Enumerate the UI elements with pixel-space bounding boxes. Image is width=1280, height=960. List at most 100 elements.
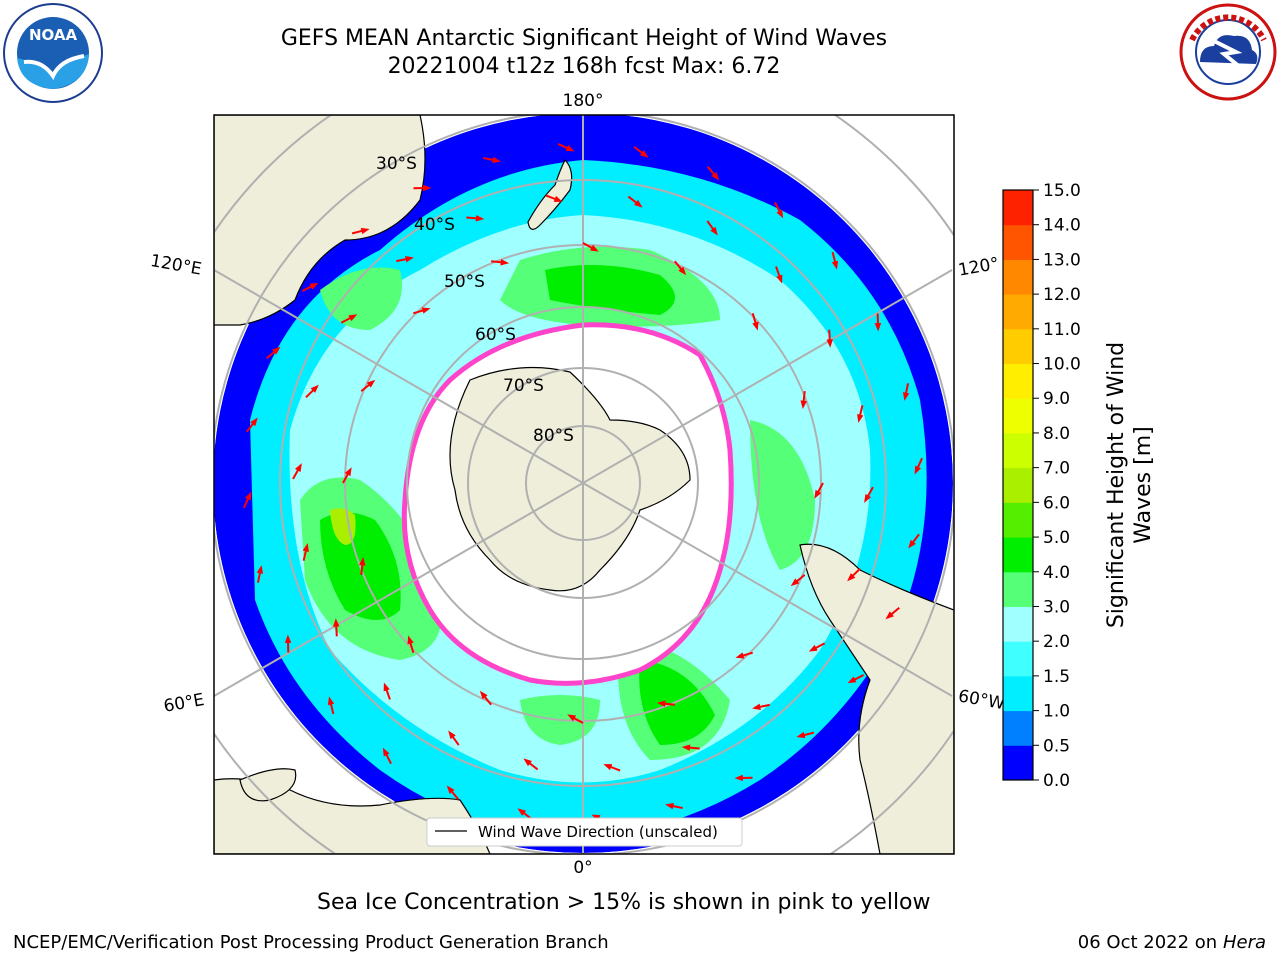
- colorbar-bin: [1003, 363, 1033, 399]
- wave-arrow-head: [603, 764, 613, 771]
- wave-arrow-head: [407, 635, 414, 645]
- footer-date: 06 Oct 2022 on: [1077, 932, 1223, 953]
- lat-label-80s: 80°S: [533, 426, 574, 446]
- lon-label-60e: 60°E: [162, 690, 206, 717]
- lon-label-180: 180°: [563, 91, 604, 111]
- wave-arrow-head: [885, 611, 894, 620]
- wave-arrow-head: [492, 156, 501, 164]
- colorbar-bin: [1003, 745, 1033, 781]
- wave-arrow-head: [359, 556, 366, 566]
- colorbar-tick-label: 4.0: [1043, 563, 1070, 583]
- wave-arrow-head: [523, 758, 532, 767]
- colorbar-tick-label: 1.0: [1043, 702, 1070, 722]
- wave-arrow-head: [908, 539, 916, 549]
- wave-arrow-head: [360, 227, 370, 235]
- colorbar-bin: [1003, 294, 1033, 330]
- wave-arrow-head: [902, 392, 910, 401]
- colorbar-bin: [1003, 710, 1033, 746]
- wave-arrow-head: [448, 730, 456, 740]
- wave-arrow-head: [814, 489, 822, 499]
- wave-arrow-head: [864, 493, 872, 503]
- wave-arrow-head: [808, 644, 818, 652]
- wind-wave-legend: Wind Wave Direction (unscaled): [426, 817, 743, 847]
- wave-arrow-head: [423, 184, 432, 192]
- colorbar-tick-label: 6.0: [1043, 493, 1070, 513]
- chart-title: GEFS MEAN Antarctic Significant Height o…: [280, 26, 888, 51]
- colorbar-tick-label: 9.0: [1043, 389, 1070, 409]
- wave-arrow-head: [272, 346, 281, 355]
- lat-label-60s: 60°S: [475, 325, 516, 345]
- colorbar-bin: [1003, 675, 1033, 712]
- lat-label-50s: 50°S: [444, 272, 485, 292]
- colorbar-tick-label: 3.0: [1043, 597, 1070, 617]
- wave-arrow-head: [327, 696, 335, 706]
- wave-arrow-head: [634, 199, 643, 208]
- lon-label-60w: 60°W: [957, 686, 1007, 714]
- latitude-labels: 30°S 40°S 50°S 60°S 70°S 80°S: [376, 154, 574, 446]
- wave-arrow-head: [678, 266, 687, 276]
- wave-arrow-head: [710, 226, 718, 236]
- wave-arrow-head: [790, 578, 800, 587]
- lon-label-120e: 120°E: [149, 251, 203, 280]
- wave-arrow-head: [250, 417, 258, 427]
- nws-logo-icon: [1179, 3, 1277, 101]
- colorbar-tick-label: 1.5: [1043, 667, 1070, 687]
- sea-ice-caption: Sea Ice Concentration > 15% is shown in …: [317, 890, 931, 915]
- wave-arrow-head: [847, 676, 857, 684]
- colorbar-bin: [1003, 571, 1033, 607]
- wave-arrow-head: [567, 714, 577, 722]
- wave-arrow-head: [711, 172, 720, 181]
- colorbar-tick-label: 10.0: [1043, 355, 1081, 375]
- wave-arrow-head: [565, 144, 575, 152]
- colorbar-tick-label: 8.0: [1043, 424, 1070, 444]
- wave-arrow-head: [776, 209, 784, 219]
- wave-direction-arrows: [243, 143, 923, 823]
- wave-arrow-head: [857, 413, 864, 423]
- wave-arrow-head: [796, 731, 806, 739]
- wave-arrow-head: [383, 682, 390, 692]
- colorbar-tick-label: 15.0: [1043, 181, 1081, 201]
- wave-arrow-head: [405, 256, 414, 263]
- wave-arrow-head: [589, 244, 599, 252]
- wave-arrow-head: [244, 491, 252, 501]
- lat-label-40s: 40°S: [414, 215, 455, 235]
- colorbar-bin: [1003, 398, 1033, 434]
- wave-arrow-head: [752, 321, 759, 331]
- new-zealand-land: [527, 158, 573, 230]
- wave-arrow-head: [517, 808, 527, 816]
- wave-arrow-head: [500, 259, 510, 266]
- colorbar-tick-label: 2.0: [1043, 632, 1070, 652]
- noaa-logo-icon: NOAA: [3, 3, 103, 103]
- colorbar-bin: [1003, 224, 1033, 260]
- wave-arrow-head: [446, 785, 455, 794]
- wave-arrow-head: [421, 307, 431, 314]
- wave-arrow-head: [309, 282, 319, 290]
- wave-arrow-head: [302, 543, 309, 553]
- colorbar-bin: [1003, 606, 1033, 642]
- wave-arrow-head: [553, 195, 563, 202]
- wave-arrow-head: [914, 465, 922, 475]
- wave-arrow-head: [382, 747, 390, 757]
- wave-arrow-head: [874, 323, 882, 332]
- wave-arrow-head: [665, 802, 674, 810]
- wave-arrow-head: [656, 700, 666, 707]
- colorbar-label-line2: Waves [m]: [1131, 426, 1156, 543]
- wave-arrow-head: [475, 215, 485, 222]
- colorbar-tick-label: 11.0: [1043, 320, 1081, 340]
- wave-arrow-head: [734, 774, 743, 782]
- colorbar-bin: [1003, 328, 1033, 365]
- colorbar-tick-label: 0.0: [1043, 771, 1070, 791]
- south-america-land: [799, 543, 954, 854]
- chart-subtitle: 20221004 t12z 168h fcst Max: 6.72: [387, 54, 781, 79]
- wave-arrow-head: [333, 618, 340, 627]
- wave-arrow-head: [294, 463, 302, 473]
- colorbar-bin: [1003, 190, 1033, 226]
- wave-arrow-head: [256, 565, 264, 574]
- wave-arrow-head: [348, 314, 358, 322]
- colorbar-tick-label: 12.0: [1043, 285, 1081, 305]
- lon-label-120w: 120°: [957, 254, 1001, 281]
- wave-arrow-head: [831, 260, 839, 270]
- wave-arrow-head: [847, 573, 856, 582]
- noaa-logo-text: NOAA: [29, 26, 78, 44]
